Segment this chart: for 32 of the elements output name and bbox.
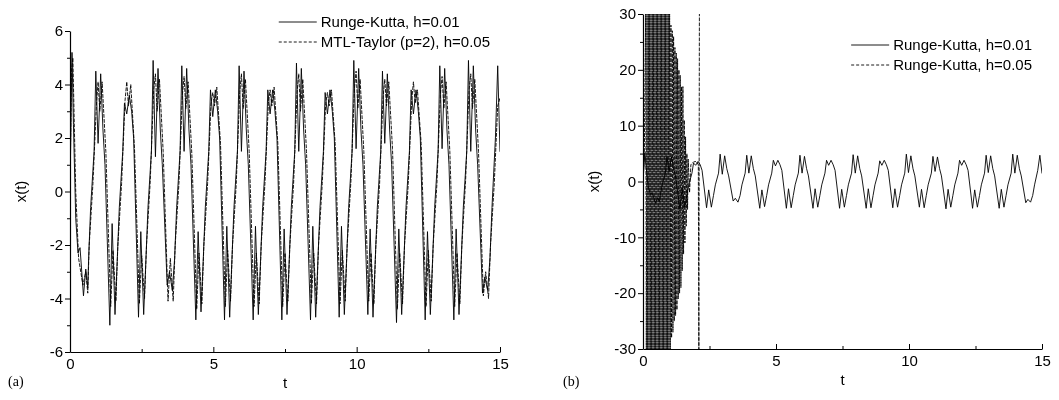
y-tick-label: 4	[54, 75, 63, 93]
y-tick-label: 0	[627, 172, 636, 190]
y-tick-label: 10	[619, 116, 636, 134]
y-tick-label: -4	[49, 289, 63, 307]
y-tick-label: -30	[614, 340, 636, 358]
y-tick-label: 0	[54, 182, 63, 200]
text: (b)	[563, 374, 580, 390]
legend-label: Runge-Kutta, h=0.01	[320, 13, 460, 30]
y-axis-title: x(t)	[585, 170, 602, 193]
y-axis-title: x(t)	[12, 180, 29, 203]
y-tick-label: 6	[54, 22, 63, 40]
x-tick-label: 10	[901, 351, 918, 369]
x-tick-label: 15	[492, 354, 509, 372]
x-tick-label: 5	[209, 354, 219, 372]
x-tick-label: 10	[348, 354, 366, 372]
x-axis-title: t	[840, 371, 846, 388]
x-tick-label: 0	[639, 351, 648, 369]
y-tick-label: -6	[49, 343, 63, 361]
x-axis-title: t	[282, 374, 288, 391]
x-tick-label: 15	[1034, 351, 1051, 369]
x-tick-label: 5	[772, 351, 781, 369]
y-tick-label: 30	[619, 5, 636, 23]
legend-label: MTL-Taylor (p=2), h=0.05	[320, 33, 490, 50]
y-tick-label: -20	[614, 284, 636, 302]
text: (a)	[8, 374, 24, 390]
legend-label: Runge-Kutta, h=0.01	[893, 36, 1032, 53]
y-tick-label: 2	[54, 129, 63, 147]
y-tick-label: -10	[614, 228, 636, 246]
x-tick-label: 0	[66, 354, 75, 372]
y-tick-label: -2	[49, 236, 63, 254]
legend-label: Runge-Kutta, h=0.05	[893, 56, 1032, 73]
y-tick-label: 20	[619, 61, 636, 79]
